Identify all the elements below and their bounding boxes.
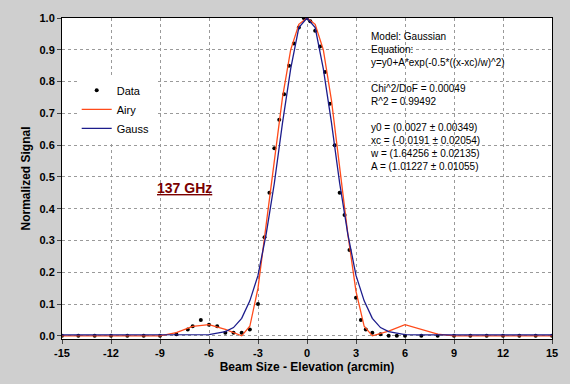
svg-text:12: 12 <box>497 347 509 359</box>
svg-text:Beam Size - Elevation (arcmin): Beam Size - Elevation (arcmin) <box>220 360 395 374</box>
svg-text:Data: Data <box>117 85 141 97</box>
svg-text:0.6: 0.6 <box>40 139 55 151</box>
svg-text:3: 3 <box>353 347 359 359</box>
svg-text:-12: -12 <box>103 347 119 359</box>
svg-text:0.5: 0.5 <box>40 171 55 183</box>
svg-text:0: 0 <box>304 347 310 359</box>
svg-text:6: 6 <box>402 347 408 359</box>
svg-text:9: 9 <box>451 347 457 359</box>
svg-text:Model: GaussianEquation:y=y0+A: Model: GaussianEquation:y=y0+A*exp(-0.5*… <box>370 31 505 172</box>
svg-text:0.1: 0.1 <box>40 298 55 310</box>
svg-text:0.2: 0.2 <box>40 266 55 278</box>
svg-text:Normalized Signal: Normalized Signal <box>19 126 33 230</box>
svg-text:15: 15 <box>546 347 558 359</box>
svg-text:0.4: 0.4 <box>40 203 56 215</box>
svg-text:-6: -6 <box>204 347 214 359</box>
svg-text:1.0: 1.0 <box>40 12 55 24</box>
svg-text:0.7: 0.7 <box>40 107 55 119</box>
svg-text:-9: -9 <box>155 347 165 359</box>
svg-text:Airy: Airy <box>117 104 136 116</box>
svg-text:0.3: 0.3 <box>40 234 55 246</box>
svg-text:137 GHz: 137 GHz <box>157 180 212 196</box>
svg-text:Gauss: Gauss <box>117 123 149 135</box>
svg-text:0.9: 0.9 <box>40 44 55 56</box>
svg-text:0.0: 0.0 <box>40 330 55 342</box>
svg-text:0.8: 0.8 <box>40 75 55 87</box>
svg-text:-15: -15 <box>54 347 70 359</box>
svg-text:-3: -3 <box>253 347 263 359</box>
